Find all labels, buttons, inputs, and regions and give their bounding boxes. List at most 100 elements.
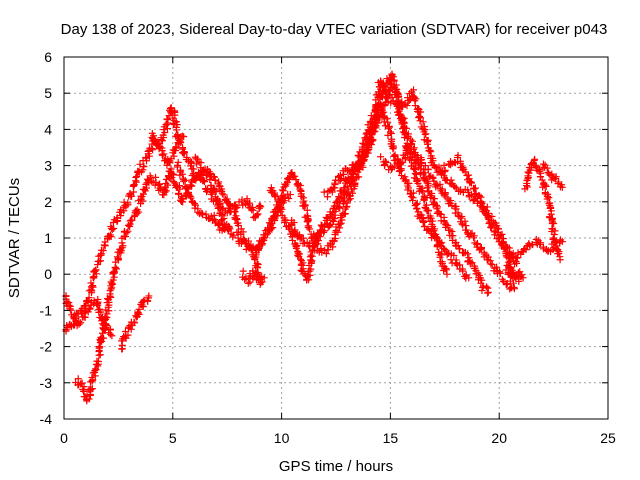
data-point-marker (410, 165, 418, 173)
data-point-marker (381, 157, 389, 165)
x-tick-label: 0 (60, 430, 68, 446)
data-point-marker (194, 155, 202, 163)
data-point-marker (368, 119, 376, 127)
data-point-marker (281, 219, 289, 227)
data-point-marker (211, 176, 219, 184)
data-point-marker (169, 178, 177, 186)
data-point-marker (172, 126, 180, 134)
data-point-marker (145, 152, 153, 160)
data-point-marker (366, 138, 374, 146)
data-point-marker (453, 260, 461, 268)
data-point-marker (272, 201, 280, 209)
data-point-marker (478, 287, 486, 295)
data-point-marker (410, 144, 418, 152)
data-point-marker (445, 226, 453, 234)
data-point-marker (86, 305, 94, 313)
data-point-marker (288, 168, 296, 176)
data-point-marker (407, 141, 415, 149)
data-point-marker (479, 283, 487, 291)
data-point-marker (225, 223, 233, 231)
data-point-marker (139, 197, 147, 205)
y-axis-label: SDTVAR / TECUs (6, 178, 23, 298)
data-point-marker (87, 385, 95, 393)
data-point-marker (440, 161, 448, 169)
series-8-markers (253, 90, 518, 293)
y-tick-label: 2 (44, 194, 52, 210)
data-point-marker (422, 130, 430, 138)
x-tick-label: 10 (274, 430, 290, 446)
data-point-marker (97, 308, 105, 316)
data-point-marker (389, 145, 397, 153)
data-point-marker (100, 334, 108, 342)
data-point-marker (409, 194, 417, 202)
data-point-marker (260, 236, 268, 244)
data-point-marker (89, 282, 97, 290)
data-point-marker (128, 192, 136, 200)
data-point-marker (268, 216, 276, 224)
data-point-marker (254, 245, 262, 253)
data-point-marker (279, 187, 287, 195)
data-point-marker (314, 237, 322, 245)
data-point-marker (206, 176, 214, 184)
data-point-marker (441, 190, 449, 198)
data-point-marker (306, 225, 314, 233)
y-tick-label: 0 (44, 266, 52, 282)
x-axis-label: GPS time / hours (279, 458, 393, 475)
data-point-marker (298, 192, 306, 200)
series-11-markers (320, 101, 473, 282)
data-point-marker (320, 188, 328, 196)
series-13-markers (433, 168, 523, 285)
data-point-marker (155, 180, 163, 188)
data-point-marker (108, 280, 116, 288)
data-point-marker (408, 140, 416, 148)
data-point-marker (443, 270, 451, 278)
x-tick-label: 25 (600, 430, 616, 446)
data-point-marker (464, 250, 472, 258)
data-point-marker (443, 251, 451, 259)
data-point-marker (496, 269, 504, 277)
data-point-marker (89, 273, 97, 281)
data-point-marker (522, 246, 530, 254)
data-point-marker (397, 111, 405, 119)
data-point-marker (552, 175, 560, 183)
data-point-marker (78, 306, 86, 314)
data-point-marker (536, 173, 544, 181)
data-point-marker (542, 182, 550, 190)
data-point-marker (418, 214, 426, 222)
data-point-marker (173, 133, 181, 141)
data-point-marker (285, 195, 293, 203)
data-point-marker (267, 220, 275, 228)
data-point-marker (286, 191, 294, 199)
data-point-marker (550, 219, 558, 227)
data-point-marker (140, 162, 148, 170)
data-point-marker (192, 174, 200, 182)
data-point-marker (329, 243, 337, 251)
data-point-marker (382, 159, 390, 167)
data-point-marker (65, 301, 73, 309)
data-point-marker (167, 105, 175, 113)
data-point-marker (454, 242, 462, 250)
data-point-marker (558, 183, 566, 191)
data-point-marker (219, 224, 227, 232)
data-point-marker (132, 174, 140, 182)
data-point-marker (143, 157, 151, 165)
data-point-marker (558, 238, 566, 246)
data-point-marker (277, 208, 285, 216)
data-point-marker (539, 160, 547, 168)
data-point-marker (293, 241, 301, 249)
data-point-marker (101, 241, 109, 249)
data-point-marker (395, 92, 403, 100)
data-point-marker (91, 367, 99, 375)
data-point-marker (150, 132, 158, 140)
data-point-marker (254, 210, 262, 218)
data-point-marker (408, 151, 416, 159)
data-point-marker (375, 102, 383, 110)
data-point-marker (72, 316, 80, 324)
y-tick-label: -4 (40, 411, 53, 427)
data-point-marker (392, 81, 400, 89)
data-point-marker (543, 164, 551, 172)
data-point-marker (202, 171, 210, 179)
data-point-marker (465, 171, 473, 179)
data-point-marker (509, 279, 517, 287)
data-point-marker (345, 167, 353, 175)
